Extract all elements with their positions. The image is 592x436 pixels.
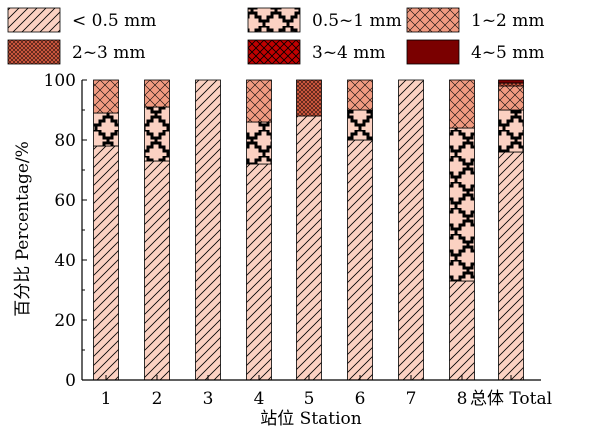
legend-label: 3~4 mm: [312, 43, 386, 63]
bar-segment: [93, 145, 119, 381]
bar-segment: [246, 163, 272, 381]
legend-swatch: [7, 7, 61, 33]
bar-segment: [347, 79, 373, 111]
legend-swatch: [406, 7, 460, 33]
bar-segment: [144, 106, 170, 162]
bar-segment: [498, 109, 524, 153]
bar-segment: [449, 79, 475, 129]
y-tick-label: 40: [54, 251, 76, 271]
legend-swatch: [406, 39, 460, 65]
x-tick-label: 2: [152, 389, 163, 409]
legend-swatch: [247, 39, 301, 65]
bar-segment: [398, 79, 424, 381]
bar-segment: [93, 112, 119, 147]
bar-segment: [296, 79, 322, 117]
bar-segment: [449, 127, 475, 282]
y-axis-title: 百分比 Percentage/%: [13, 141, 33, 317]
bars: [93, 79, 524, 381]
legend-label: 2~3 mm: [72, 43, 146, 63]
bar-segment: [498, 85, 524, 111]
bar-segment: [144, 160, 170, 381]
x-tick-label: 1: [101, 389, 112, 409]
y-tick-label: 80: [54, 131, 76, 151]
x-tick-label: 总体 Total: [470, 389, 552, 409]
bar-segment: [498, 79, 524, 84]
x-tick-label: 4: [254, 389, 265, 409]
bar-segment: [347, 139, 373, 381]
bar-segment: [498, 82, 524, 87]
y-tick-label: 20: [54, 311, 76, 331]
bar-segment: [347, 109, 373, 141]
x-tick-label: 7: [406, 389, 417, 409]
legend-swatch: [247, 7, 301, 33]
bar-segment: [498, 151, 524, 381]
legend-label: < 0.5 mm: [72, 11, 156, 31]
bar-segment: [449, 280, 475, 381]
y-tick-label: 100: [44, 71, 76, 91]
x-tick-label: 3: [203, 389, 214, 409]
bar-segment: [195, 79, 221, 381]
bar-segment: [246, 121, 272, 165]
x-tick-label: 6: [355, 389, 366, 409]
y-tick-label: 0: [65, 371, 76, 391]
axes: 1 2 3 4 5 6 7 8 总体 Total 0 20 40 60 80 100: [44, 71, 552, 409]
legend-label: 4~5 mm: [471, 43, 545, 63]
x-tick-label: 8: [457, 389, 468, 409]
y-tick-label: 60: [54, 191, 76, 211]
legend-label: 0.5~1 mm: [312, 11, 402, 31]
bar-segment: [296, 115, 322, 381]
x-axis-title: 站位 Station: [260, 409, 362, 429]
bar-segment: [144, 79, 170, 108]
legend-swatch: [7, 39, 61, 65]
x-tick-label: 5: [304, 389, 315, 409]
bar-segment: [93, 79, 119, 114]
bar-segment: [246, 79, 272, 123]
legend: < 0.5 mm 0.5~1 mm 1~2 mm 2~3 mm 3~4 mm 4~5 mm: [7, 7, 545, 65]
legend-label: 1~2 mm: [471, 11, 545, 31]
